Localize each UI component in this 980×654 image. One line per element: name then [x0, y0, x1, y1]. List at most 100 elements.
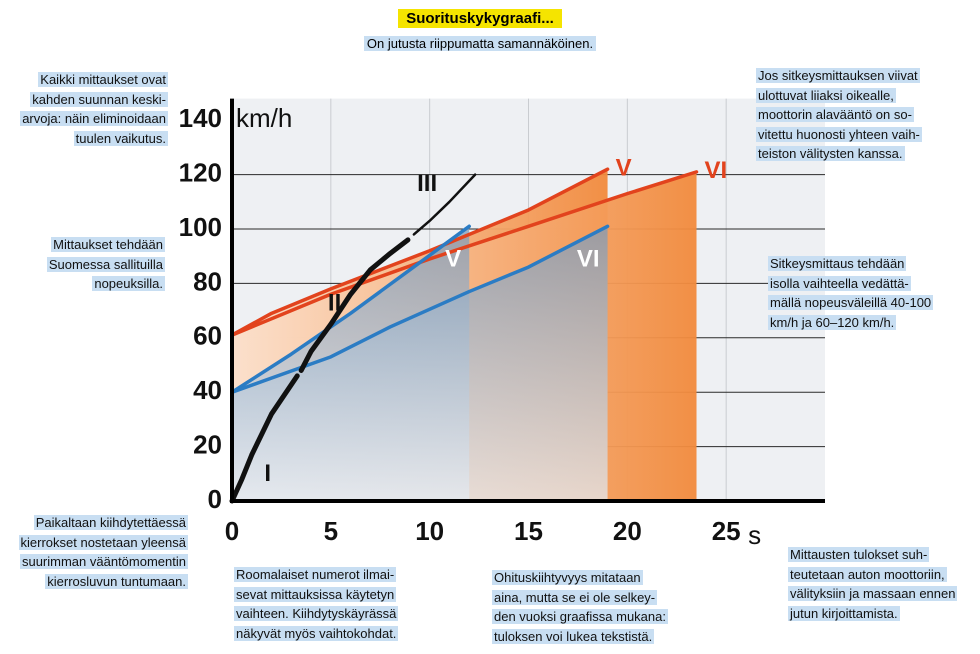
note-line: teiston välitysten kanssa.: [756, 146, 905, 161]
note-line: kierrosluvun tuntumaan.: [45, 573, 188, 589]
note-row: km/h ja 60–120 km/h.: [768, 313, 933, 333]
line: [230, 170, 699, 337]
note-line: välityksiin ja massaan ennen: [788, 586, 958, 601]
note-line: jutun kirjoittamista.: [788, 605, 900, 621]
y-tick-label: 100: [179, 212, 222, 242]
note-line: Mittausten tulokset suh-: [788, 547, 930, 562]
note-row: arvoja: näin eliminoidaan: [20, 109, 168, 129]
line: [298, 237, 411, 373]
note-line: tuloksen voi lukea tekstistä.: [492, 628, 655, 644]
note-row: Roomalaiset numerot ilmai-: [234, 565, 398, 585]
note-row: kahden suunnan keski-: [20, 90, 168, 110]
note-line: ulottuvat liiaksi oikealle,: [756, 87, 896, 103]
note-line: Ohituskiihtyvyys mitataan: [492, 570, 643, 585]
note: Sitkeysmittaus tehdään isolla vaihteella …: [768, 254, 934, 333]
x-tick-label: 5: [324, 516, 338, 546]
note-row: sevat mittauksissa käytetyn: [234, 585, 398, 605]
note: Ohituskiihtyvyys mitataan aina, mutta se …: [492, 568, 668, 646]
line: [412, 173, 477, 236]
x-tick-label: 10: [415, 516, 444, 546]
series-label: VI: [577, 246, 600, 273]
x-tick-label: 20: [613, 516, 642, 546]
note-row: Paikaltaan kiihdytettäessä: [19, 513, 188, 533]
note-line: Kaikki mittaukset ovat: [38, 72, 168, 87]
note-row: Ohituskiihtyvyys mitataan: [492, 568, 668, 588]
note-row: tuloksen voi lukea tekstistä.: [492, 627, 668, 647]
y-tick-label: 140: [179, 103, 222, 133]
note-line: kierrokset nostetaan yleensä: [18, 534, 188, 550]
chart-title: Suorituskykygraafi...: [398, 9, 562, 28]
y-tick-label: 20: [193, 429, 222, 459]
note-line: Jos sitkeysmittauksen viivat: [756, 68, 920, 83]
note-row: näkyvät myös vaihtokohdat.: [234, 624, 399, 644]
series-label: V: [445, 246, 461, 273]
series-label: VI: [705, 157, 728, 184]
note-line: näkyvät myös vaihtokohdat.: [234, 625, 399, 641]
line: [229, 373, 300, 504]
subtitle-box: On jutusta riippumatta samannäköinen.: [300, 36, 660, 51]
series-label: I: [264, 460, 271, 487]
chart-subtitle: On jutusta riippumatta samannäköinen.: [363, 36, 597, 51]
note-row: Jos sitkeysmittauksen viivat: [756, 66, 922, 86]
note-row: vaihteen. Kiihdytyskäyrässä: [234, 604, 399, 624]
note-row: nopeuksilla.: [47, 274, 165, 294]
line: [230, 224, 610, 394]
note-row: tuulen vaikutus.: [20, 129, 168, 149]
note-line: vaihteen. Kiihdytyskäyrässä: [234, 606, 399, 621]
note: Jos sitkeysmittauksen viivat ulottuvat li…: [756, 66, 922, 164]
note-row: den vuoksi graafissa mukana:: [492, 607, 668, 627]
note-line: teutetaan auton moottoriin,: [788, 566, 947, 582]
note-row: suurimman vääntömomentin: [19, 552, 188, 572]
x-tick-label: 0: [225, 516, 239, 546]
series-label: II: [328, 290, 341, 317]
note-line: isolla vaihteella vedättä-: [768, 275, 911, 291]
series-label: V: [616, 155, 632, 182]
note-row: kierrokset nostetaan yleensä: [18, 533, 188, 553]
area: [232, 226, 608, 501]
note-row: Suomessa sallituilla: [46, 255, 165, 275]
note-row: jutun kirjoittamista.: [788, 604, 957, 624]
note-line: vitettu huonosti yhteen vaih-: [756, 126, 922, 142]
line: [230, 167, 610, 337]
note-row: mällä nopeusväleillä 40-100: [768, 293, 934, 313]
note-line: suurimman vääntömomentin: [19, 554, 188, 569]
x-tick-label: 25: [712, 516, 741, 546]
note-line: Paikaltaan kiihdytettäessä: [33, 515, 188, 530]
note-line: km/h ja 60–120 km/h.: [768, 314, 897, 330]
line: [230, 224, 471, 394]
note-row: kierrosluvun tuntumaan.: [19, 572, 188, 592]
note-row: Sitkeysmittaus tehdään: [768, 254, 933, 274]
note-line: kahden suunnan keski-: [30, 91, 168, 107]
y-tick-label: 0: [208, 484, 222, 514]
note-row: teutetaan auton moottoriin,: [788, 565, 957, 585]
note-line: moottorin alavääntö on so-: [756, 107, 914, 122]
note-row: moottorin alavääntö on so-: [756, 105, 922, 125]
note: Mittaukset tehdään Suomessa sallituilla no…: [46, 235, 165, 294]
x-tick-label: 15: [514, 516, 543, 546]
note-line: Mittaukset tehdään: [51, 237, 165, 252]
y-tick-label: 80: [193, 266, 222, 296]
note-row: Mittaukset tehdään: [47, 235, 165, 255]
note-row: ulottuvat liiaksi oikealle,: [756, 86, 922, 106]
y-tick-label: 120: [179, 157, 222, 187]
note-line: nopeuksilla.: [92, 276, 165, 291]
y-tick-label: 60: [193, 321, 222, 351]
note-line: sevat mittauksissa käytetyn: [234, 586, 397, 602]
note: Roomalaiset numerot ilmai-sevat mittauks…: [234, 565, 399, 644]
note-row: Kaikki mittaukset ovat: [20, 70, 168, 90]
note-row: vitettu huonosti yhteen vaih-: [756, 125, 922, 145]
note: Paikaltaan kiihdytettäessä kierrokset nos…: [18, 513, 188, 592]
note-line: Sitkeysmittaus tehdään: [768, 256, 907, 271]
note-row: välityksiin ja massaan ennen: [788, 584, 958, 604]
note-line: Suomessa sallituilla: [46, 256, 165, 272]
note-line: den vuoksi graafissa mukana:: [492, 609, 668, 624]
x-unit: s: [748, 520, 761, 550]
note-line: arvoja: näin eliminoidaan: [20, 111, 168, 126]
note-row: aina, mutta se ei ole selkey-: [492, 588, 668, 608]
note-line: mällä nopeusväleillä 40-100: [768, 295, 934, 310]
note-row: Mittausten tulokset suh-: [788, 545, 957, 565]
y-unit: km/h: [236, 103, 292, 133]
note-row: teiston välitysten kanssa.: [756, 144, 922, 164]
